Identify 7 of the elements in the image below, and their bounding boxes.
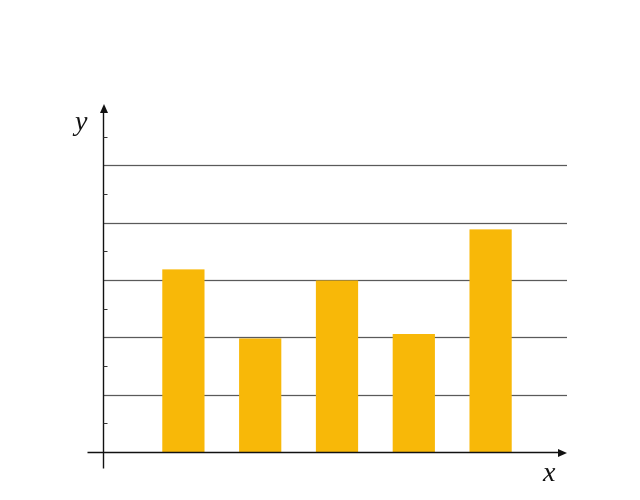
bar <box>162 269 205 452</box>
y-axis-title: y <box>75 106 88 137</box>
bar <box>469 229 512 452</box>
bar <box>392 334 435 452</box>
bar <box>239 338 282 452</box>
bar <box>316 280 358 452</box>
x-axis-title: x <box>543 456 556 488</box>
